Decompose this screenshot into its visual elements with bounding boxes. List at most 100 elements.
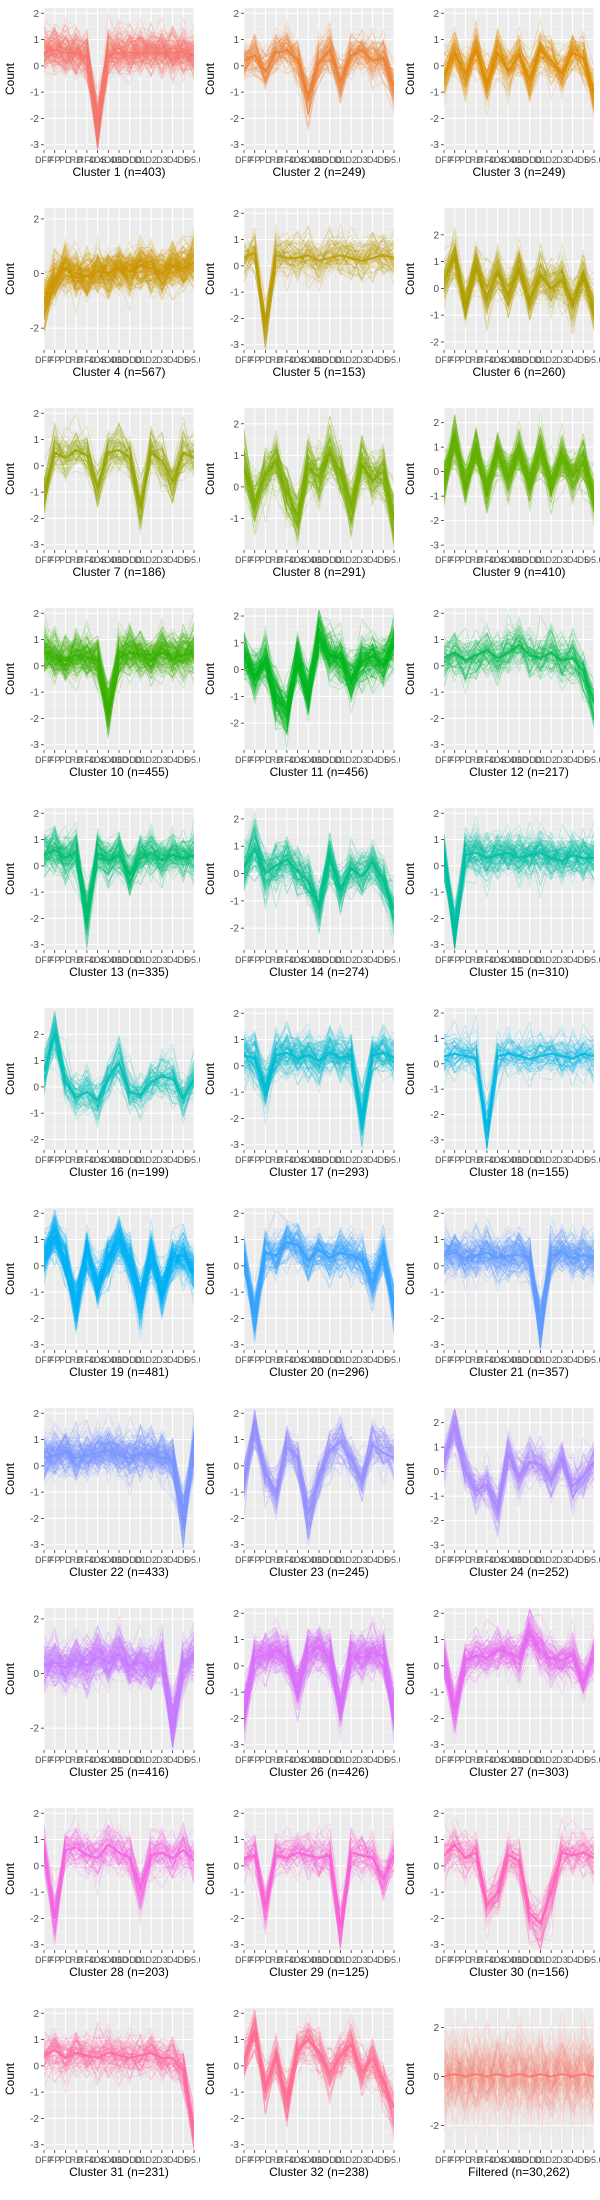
x-tick-label: FP (249, 1355, 261, 1365)
profile-line (44, 249, 194, 299)
x-tick-label: D5.6 (584, 555, 600, 565)
profile-line (244, 19, 394, 111)
profile-line (444, 245, 594, 319)
profile-line (444, 1044, 594, 1138)
profile-line (44, 38, 194, 115)
x-tick-label: RFD (78, 1555, 97, 1565)
profile-line (44, 255, 194, 298)
profile-line (44, 1638, 194, 1740)
profile-line (244, 1632, 394, 1724)
profile-line (444, 1409, 594, 1531)
profile-line (44, 825, 194, 910)
profile-line (444, 1408, 594, 1507)
x-tick-label: D1 (535, 755, 547, 765)
profile-line (244, 1234, 394, 1335)
profile-line (44, 833, 194, 924)
profile-line (244, 621, 394, 706)
x-tick-label: 4OS (289, 355, 307, 365)
x-tick-label: D4 (167, 555, 179, 565)
profile-line (444, 1623, 594, 1723)
profile-line (444, 1241, 594, 1329)
profile-line (44, 253, 194, 332)
profile-line (44, 1439, 194, 1511)
profile-line (244, 618, 394, 725)
profile-line (44, 641, 194, 720)
profile-line (244, 1636, 394, 1725)
profile-line (244, 630, 394, 723)
profile-line (44, 1640, 194, 1707)
x-tick-label: 6ODD (117, 1355, 143, 1365)
profile-line (244, 1639, 394, 1721)
profile-line (44, 256, 194, 294)
profile-line (444, 832, 594, 949)
profile-line (44, 1431, 194, 1508)
profile-line (244, 827, 394, 912)
profile-line (44, 32, 194, 115)
profile-line (44, 634, 194, 726)
profile-line (444, 1234, 594, 1330)
profile-line (44, 633, 194, 687)
x-tick-label: D5.6 (384, 155, 400, 165)
panel-title: Cluster 22 (n=433) (69, 1565, 169, 1579)
profile-line (444, 242, 594, 330)
x-tick-label: 4OD (510, 155, 529, 165)
x-tick-label: DFP (235, 1155, 253, 1165)
profile-line (244, 1840, 394, 1949)
x-tick-label: PD (459, 355, 472, 365)
profile-line (44, 1434, 194, 1526)
profile-line (444, 1435, 594, 1504)
profile-line (444, 1416, 594, 1513)
x-tick-label: D2 (545, 355, 557, 365)
profile-line (44, 1029, 194, 1103)
panel-title: Cluster 24 (n=252) (469, 1565, 569, 1579)
profile-line (44, 253, 194, 317)
x-tick-label: D3 (556, 755, 568, 765)
profile-line (44, 1653, 194, 1734)
profile-line (244, 1030, 394, 1121)
profile-line (244, 1640, 394, 1711)
profile-line (244, 445, 394, 536)
profile-line (444, 1242, 594, 1312)
profile-line (244, 424, 394, 524)
profile-line (244, 840, 394, 919)
profile-line (44, 830, 194, 939)
profile-line (44, 237, 194, 303)
profile-line (244, 1634, 394, 1722)
x-tick-label: DFP (35, 955, 53, 965)
profile-line (44, 246, 194, 293)
profile-line (244, 626, 394, 713)
profile-line (244, 1639, 394, 1709)
profile-line (444, 839, 594, 922)
x-tick-label: D3 (156, 1155, 168, 1165)
profile-line (444, 260, 594, 320)
profile-line (444, 826, 594, 921)
x-tick-label: 6ODD (517, 155, 543, 165)
x-tick-label: PD (59, 1955, 72, 1965)
x-tick-label: DFP (235, 1555, 253, 1565)
profile-line (444, 1409, 594, 1516)
profile-line (44, 628, 194, 729)
profile-lines (44, 1411, 194, 1549)
x-tick-label: 4OD (510, 1155, 529, 1165)
profile-line (44, 1826, 194, 1907)
profile-line (44, 1426, 194, 1526)
profile-line (444, 623, 594, 700)
profile-line (444, 1631, 594, 1706)
y-axis-title: Count (403, 862, 417, 895)
profile-line (444, 1040, 594, 1146)
profile-line (244, 856, 394, 909)
x-tick-label: RD (70, 955, 83, 965)
profile-line (44, 34, 194, 123)
profile-line (444, 1035, 594, 1149)
profile-line (244, 1835, 394, 1935)
profile-line (44, 1840, 194, 1911)
profile-line (244, 1037, 394, 1148)
profile-line (44, 254, 194, 308)
profile-line (244, 237, 394, 343)
profile-line (244, 620, 394, 734)
y-tick-label: -2 (230, 314, 239, 325)
profile-line (44, 1037, 194, 1121)
y-tick-label: 1 (33, 835, 39, 846)
profile-line (444, 1409, 594, 1506)
x-tick-label: RFD (278, 355, 297, 365)
